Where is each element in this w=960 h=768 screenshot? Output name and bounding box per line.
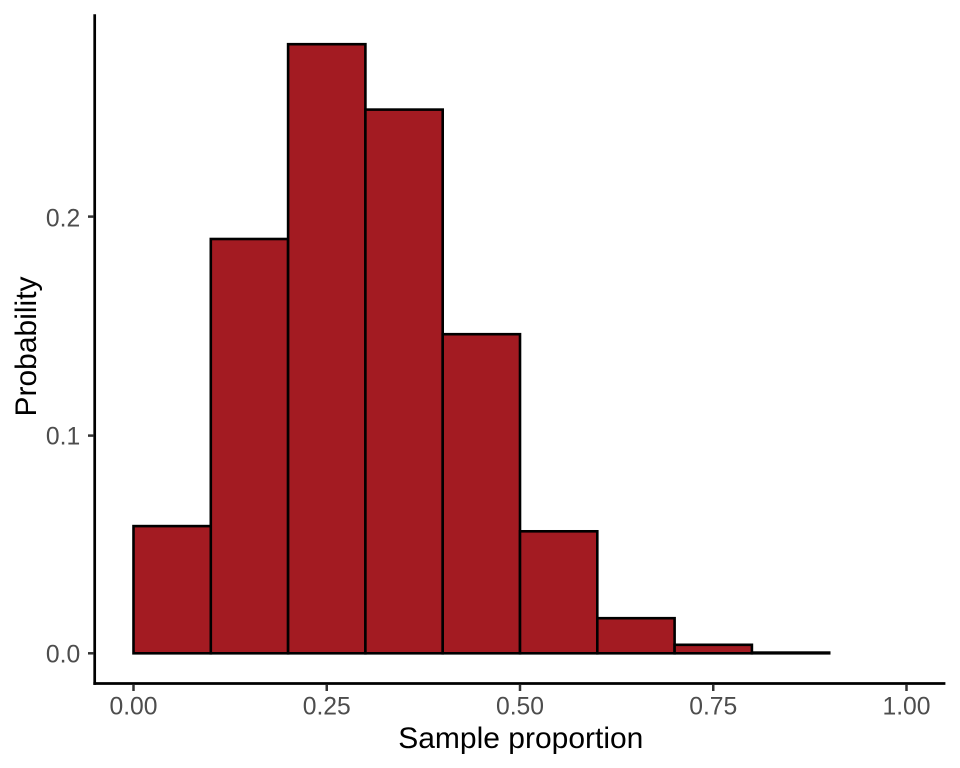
svg-text:0.75: 0.75 — [689, 694, 737, 721]
svg-text:0.50: 0.50 — [496, 694, 544, 721]
svg-text:1.00: 1.00 — [882, 694, 930, 721]
svg-text:0.00: 0.00 — [109, 694, 157, 721]
svg-text:0.2: 0.2 — [46, 205, 80, 232]
svg-text:0.0: 0.0 — [46, 642, 80, 669]
svg-text:Probability: Probability — [10, 276, 43, 416]
svg-text:Sample proportion: Sample proportion — [398, 722, 643, 755]
svg-text:0.1: 0.1 — [46, 423, 80, 450]
svg-text:0.25: 0.25 — [303, 694, 351, 721]
